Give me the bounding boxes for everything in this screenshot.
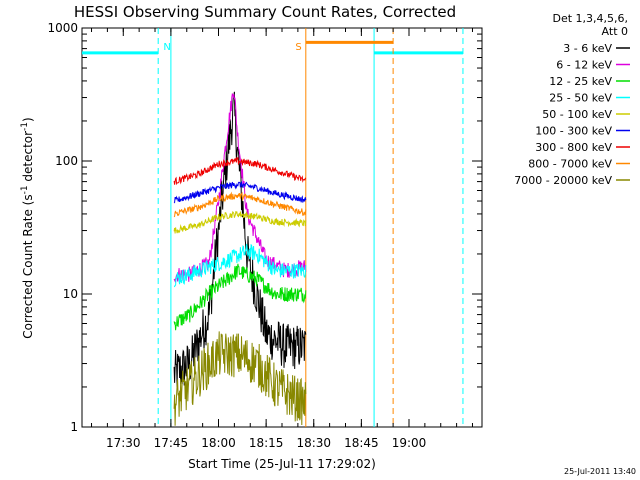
x-tick-label-4: 18:30 [296, 436, 331, 450]
y-tick-label-3: 1000 [47, 21, 78, 35]
series-line-5 [173, 181, 307, 204]
y-tick-label-2: 100 [55, 154, 78, 168]
legend-label-3: 25 - 50 keV [549, 92, 612, 105]
y-axis-label-sup-2: -1 [20, 122, 30, 131]
chart-title: HESSI Observing Summary Count Rates, Cor… [74, 3, 456, 21]
series-layer [173, 91, 307, 426]
x-tick-label-3: 18:15 [249, 436, 284, 450]
series-line-3 [173, 243, 307, 288]
legend-label-1: 6 - 12 keV [556, 59, 612, 72]
legend-label-7: 800 - 7000 keV [528, 158, 612, 171]
x-tick-label-2: 18:00 [201, 436, 236, 450]
x-axis: 17:30 17:45 18:00 18:15 18:30 18:45 19:00 [91, 28, 473, 450]
legend-label-0: 3 - 6 keV [563, 42, 612, 55]
series-line-7 [173, 191, 307, 218]
legend: Det 1,3,4,5,6, Att 0 3 - 6 keV 6 - 12 keV… [514, 12, 630, 187]
y-axis-label: Corrected Count Rate (s-1 detector-1) [20, 117, 35, 338]
series-line-2 [173, 263, 307, 331]
legend-label-5: 100 - 300 keV [535, 125, 612, 138]
legend-header-line-1: Det 1,3,4,5,6, [552, 12, 628, 25]
x-tick-label-1: 17:45 [154, 436, 189, 450]
y-axis-label-part-2: detector [21, 131, 35, 186]
marker-n: N [82, 28, 464, 427]
legend-label-4: 50 - 100 keV [542, 108, 612, 121]
plot-frame [81, 27, 483, 428]
series-line-0 [173, 91, 307, 388]
y-tick-label-1: 10 [63, 287, 78, 301]
legend-label-8: 7000 - 20000 keV [514, 174, 612, 187]
legend-entries: 3 - 6 keV 6 - 12 keV 12 - 25 keV 25 - 50 ke… [514, 42, 630, 187]
y-axis: 1 10 100 1000 [47, 21, 482, 434]
series-line-8 [173, 331, 307, 426]
marker-s: S [295, 28, 394, 427]
y-axis-label-part-1: Corrected Count Rate (s [21, 194, 35, 338]
marker-n-label: N [163, 42, 170, 53]
legend-label-6: 300 - 800 keV [535, 141, 612, 154]
x-axis-label: Start Time (25-Jul-11 17:29:02) [188, 457, 376, 471]
legend-label-2: 12 - 25 keV [549, 75, 612, 88]
legend-header-line-2: Att 0 [602, 25, 628, 38]
x-tick-label-6: 19:00 [392, 436, 427, 450]
series-line-6 [173, 156, 307, 186]
y-axis-label-part-3: ) [21, 117, 35, 122]
marker-s-label: S [295, 42, 301, 53]
series-line-4 [173, 210, 307, 234]
y-axis-label-sup-1: -1 [20, 185, 30, 194]
timestamp: 25-Jul-2011 13:40 [564, 467, 636, 476]
x-tick-label-5: 18:45 [344, 436, 379, 450]
x-tick-label-0: 17:30 [106, 436, 141, 450]
y-tick-label-0: 1 [70, 420, 78, 434]
